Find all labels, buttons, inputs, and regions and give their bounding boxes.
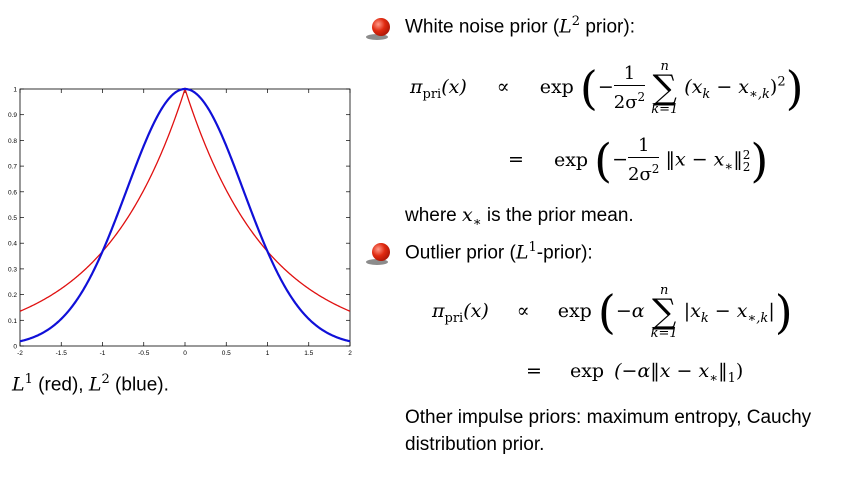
white-noise-equation-line2: = exp (− 1 2σ2 ‖x − x∗‖ 2 2)	[508, 133, 769, 188]
bullet-shadow	[366, 259, 388, 265]
y-tick-label: 1	[13, 87, 17, 94]
bullet-icon	[372, 243, 390, 261]
x-tick-label: -1.5	[56, 350, 68, 357]
y-tick-label: 0.2	[8, 292, 17, 299]
prior-comparison-chart: 0 0.1 0.2 0.3 0.4 0.5 0.6 0.7 0.8 0.9 1 -2 -1.5 -1 -0…	[8, 87, 352, 358]
x-tick-label: 0	[183, 350, 187, 357]
x-tick-label: 0.5	[222, 350, 231, 357]
outlier-heading: Outlier prior (L1-prior):	[405, 240, 593, 264]
x-tick-label: 1.5	[304, 350, 313, 357]
y-tick-label: 0	[13, 344, 17, 351]
x-tick-label: -0.5	[138, 350, 150, 357]
x-tick-label: -1	[100, 350, 106, 357]
plot-frame	[19, 88, 351, 347]
summation-symbol: n ∑ k=1	[651, 59, 679, 117]
plot-box	[19, 88, 351, 347]
y-tick-label: 0.7	[8, 164, 17, 171]
y-tick-label: 0.6	[8, 189, 17, 196]
x-tick-label: 1	[266, 350, 270, 357]
bullet-icon	[372, 18, 390, 36]
other-priors-line2: distribution prior.	[405, 434, 545, 455]
x-tick-label: -2	[17, 350, 23, 357]
y-tick-label: 0.4	[8, 241, 17, 248]
summation-symbol: n ∑ k=1	[650, 283, 678, 341]
y-tick-label: 0.3	[8, 266, 17, 273]
white-noise-equation-line1: πpri(x) ∝ exp (− 1 2σ2 n ∑ k=1 (xk − x∗,k)2)	[410, 59, 804, 117]
other-priors-line1: Other impulse priors: maximum entropy, C…	[405, 407, 812, 428]
chart-caption: L1 (red), L2 (blue).	[12, 372, 169, 396]
prior-mean-note: where x∗ is the prior mean.	[405, 204, 634, 230]
x-axis-ticks: -2 -1.5 -1 -0.5 0 0.5 1 1.5 2	[17, 89, 352, 357]
y-tick-label: 0.8	[8, 138, 17, 145]
white-noise-heading: White noise prior (L2 prior):	[405, 14, 635, 38]
y-tick-label: 0.1	[8, 318, 17, 325]
bullet-shadow	[366, 34, 388, 40]
outlier-equation-line2: = exp (−α‖x − x∗‖1)	[526, 360, 744, 386]
outlier-equation-line1: πpri(x) ∝ exp (−α n ∑ k=1 |xk − x∗,k|)	[432, 283, 793, 341]
l2-prior-curve	[19, 87, 351, 343]
y-tick-label: 0.5	[8, 215, 17, 222]
y-tick-label: 0.9	[8, 112, 17, 119]
y-axis-ticks: 0 0.1 0.2 0.3 0.4 0.5 0.6 0.7 0.8 0.9 1	[8, 87, 350, 351]
x-tick-label: 2	[348, 350, 352, 357]
